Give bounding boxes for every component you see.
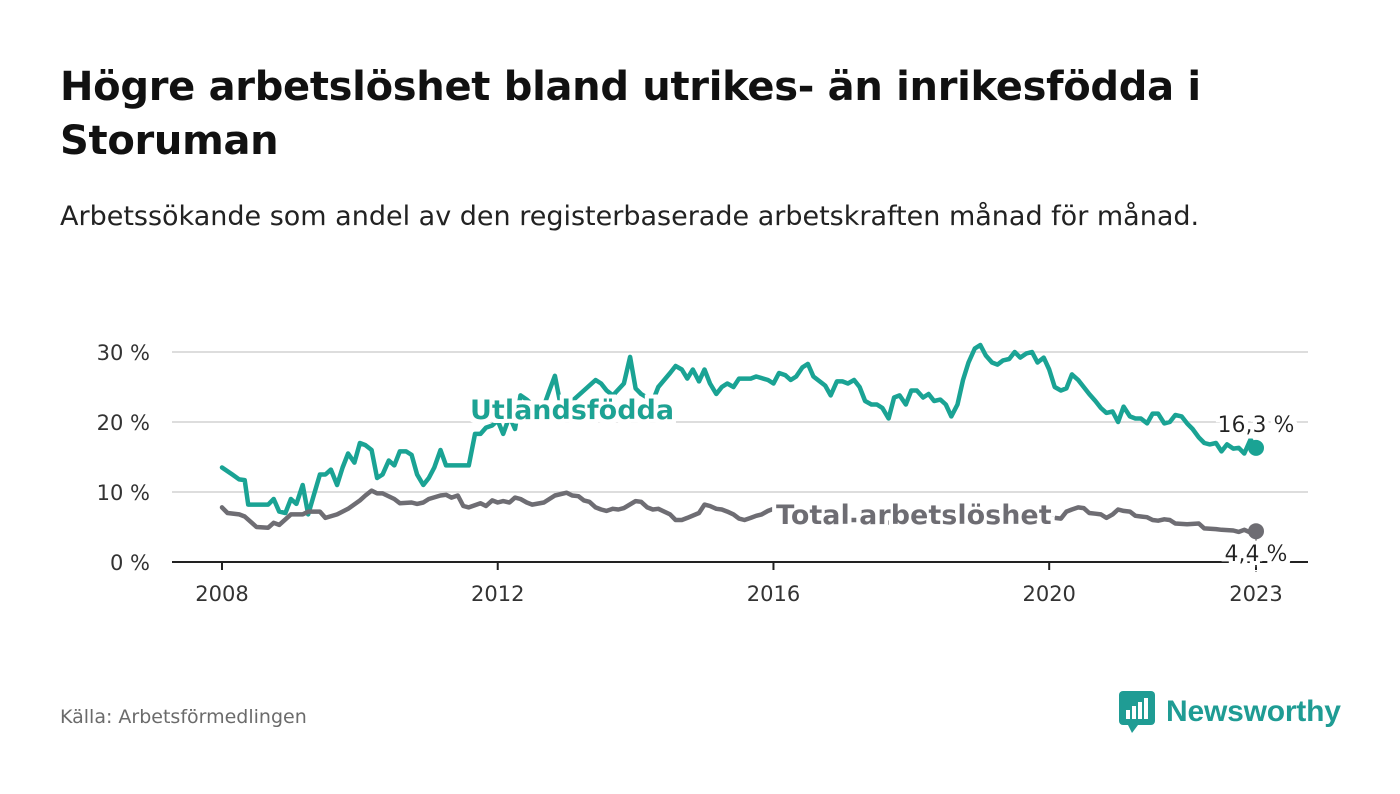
- y-tick-label: 10 %: [97, 481, 150, 505]
- brand-name: Newsworthy: [1166, 695, 1341, 728]
- end-point-total: [1248, 523, 1264, 540]
- series-label-total: Total arbetslöshet: [776, 500, 1052, 531]
- x-tick-label: 2008: [195, 582, 248, 606]
- end-value-label: 4,4 %: [1225, 542, 1288, 567]
- labels: 16,3 % 4,4 % Utlandsfödda Total arbetslöshe…: [470, 395, 1294, 567]
- x-tick-label: 2016: [747, 582, 800, 606]
- series-line-foreign: [219, 342, 1259, 517]
- series-line-total: [219, 488, 1259, 535]
- end-point-foreign: [1248, 439, 1264, 456]
- y-tick-label: 20 %: [97, 411, 150, 435]
- y-tick-label: 30 %: [97, 341, 150, 365]
- chart-title: Högre arbetslöshet bland utrikes- än inr…: [60, 64, 1201, 164]
- brand-logo: Newsworthy: [1118, 690, 1341, 734]
- newsworthy-logo-icon: [1119, 691, 1155, 733]
- chart-subtitle: Arbetssökande som andel av den registerb…: [60, 201, 1200, 232]
- axes: 0 % 10 % 20 % 30 % 2008 2012 2016 2020 2023: [97, 341, 1308, 606]
- source-note: Källa: Arbetsförmedlingen: [60, 706, 307, 728]
- end-value-label: 16,3 %: [1218, 413, 1295, 438]
- x-tick-label: 2023: [1229, 582, 1282, 606]
- series-label-foreign: Utlandsfödda: [470, 395, 674, 426]
- x-tick-label: 2012: [471, 582, 524, 606]
- series: [219, 342, 1264, 572]
- x-tick-label: 2020: [1022, 582, 1075, 606]
- y-tick-label: 0 %: [110, 551, 150, 575]
